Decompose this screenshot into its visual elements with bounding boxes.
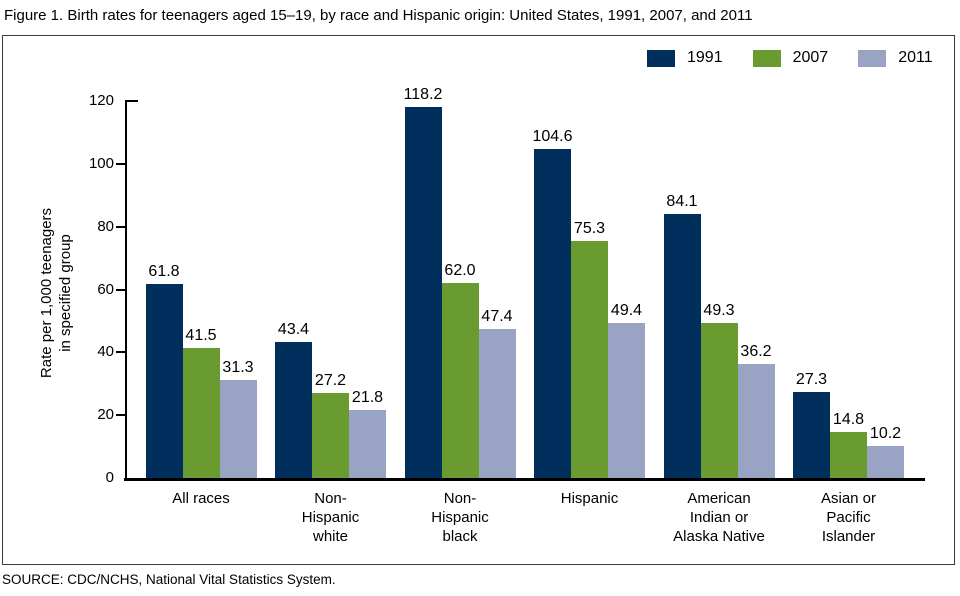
- bar-value-label: 49.4: [610, 301, 643, 319]
- category-label-line: Indian or: [689, 509, 749, 526]
- x-axis-line: [124, 478, 925, 481]
- plot-area: 0 20 40 60 80 100 120 61.8 41.5 31.3 All races 43.4…: [3, 36, 954, 564]
- y-tick-label-100: 100: [88, 154, 114, 172]
- category-label-2: Non- Hispanic white: [266, 489, 396, 546]
- legend-swatch-2011: [858, 50, 887, 67]
- y-tick-label-120: 120: [88, 92, 114, 109]
- bar-value-label: 49.3: [703, 302, 735, 320]
- bar-2011-non-hispanic-black: [478, 329, 516, 478]
- bar-2011-american-indian-or-alaska-native: [737, 364, 775, 478]
- bar-value-label: 10.2: [869, 424, 902, 442]
- y-tick-mark-20: [116, 414, 125, 417]
- category-label-line: Non-: [443, 490, 477, 507]
- legend-item-1991: 1991: [647, 49, 723, 67]
- category-label-4: Hispanic: [525, 489, 655, 508]
- legend-swatch-1991: [647, 50, 675, 67]
- y-axis-line: [125, 100, 127, 478]
- y-tick-label-60: 60: [97, 280, 114, 298]
- bar-value-label: 27.3: [795, 371, 828, 389]
- y-tick-label-0: 0: [105, 469, 114, 486]
- bar-value-label: 62.0: [444, 262, 476, 280]
- legend-label-2011: 2011: [898, 49, 933, 66]
- bar-2007-hispanic: [571, 241, 608, 478]
- bar-2011-asian-or-pacific-islander: [867, 445, 904, 478]
- y-tick-mark-60: [116, 288, 125, 291]
- y-tick-label-20: 20: [97, 406, 114, 424]
- y-tick-mark-100: [116, 162, 125, 165]
- category-label-line: black: [442, 528, 478, 545]
- bar-2007-american-indian-or-alaska-native: [700, 323, 738, 478]
- legend-swatch-2007: [752, 50, 781, 67]
- legend-label-2007: 2007: [792, 49, 829, 66]
- bar-value-label: 21.8: [351, 388, 384, 406]
- bar-1991-all-races: [145, 283, 183, 478]
- category-label-line: All races: [172, 490, 230, 507]
- bar-1991-non-hispanic-white: [275, 341, 312, 478]
- bar-value-label: 61.8: [148, 262, 180, 280]
- y-tick-mark-80: [116, 225, 125, 228]
- bar-value-label: 41.5: [185, 326, 217, 344]
- legend-label-1991: 1991: [687, 49, 723, 66]
- chart-frame: 1991 2007 2011 Rate per 1,000 teenagers in…: [2, 35, 955, 565]
- bar-value-label: 36.2: [740, 343, 772, 361]
- bar-value-label: 43.4: [277, 320, 310, 338]
- category-label-6: Asian or Pacific Islander: [784, 489, 914, 546]
- bar-value-label: 14.8: [832, 410, 865, 428]
- bar-2011-non-hispanic-white: [349, 409, 386, 478]
- category-label-line: Hispanic: [301, 509, 360, 526]
- legend-item-2007: 2007: [752, 49, 829, 67]
- bar-1991-hispanic: [534, 149, 571, 478]
- bar-1991-american-indian-or-alaska-native: [663, 213, 701, 478]
- bar-value-label: 118.2: [403, 85, 443, 103]
- bar-2007-asian-or-pacific-islander: [830, 431, 867, 478]
- bar-2007-all-races: [182, 347, 220, 478]
- bar-value-label: 47.4: [481, 308, 513, 326]
- category-label-5: American Indian or Alaska Native: [654, 489, 784, 546]
- y-tick-mark-40: [116, 351, 125, 354]
- bar-2007-non-hispanic-white: [312, 392, 349, 478]
- bar-value-label: 104.6: [532, 128, 573, 146]
- category-label-line: American: [687, 490, 751, 507]
- legend-item-2011: 2011: [858, 49, 933, 67]
- category-label-line: Hispanic: [431, 509, 489, 526]
- category-label-3: Non- Hispanic black: [395, 489, 525, 546]
- y-tick-mark-120: [125, 100, 138, 102]
- bar-value-label: 75.3: [573, 220, 606, 238]
- category-label-1: All races: [136, 489, 266, 508]
- bar-1991-non-hispanic-black: [404, 106, 442, 478]
- y-tick-label-80: 80: [97, 217, 114, 235]
- bar-2011-hispanic: [608, 322, 645, 478]
- bar-2007-non-hispanic-black: [441, 283, 479, 478]
- source-note: SOURCE: CDC/NCHS, National Vital Statist…: [2, 572, 336, 587]
- bar-1991-asian-or-pacific-islander: [793, 392, 830, 478]
- bar-value-label: 31.3: [222, 358, 254, 376]
- category-label-line: Pacific: [826, 509, 871, 526]
- category-label-line: Non-: [314, 490, 347, 507]
- bar-value-label: 84.1: [666, 192, 698, 210]
- y-tick-label-40: 40: [97, 343, 114, 361]
- category-label-line: Asian or: [820, 490, 877, 507]
- category-label-line: Alaska Native: [673, 528, 765, 545]
- bar-value-label: 27.2: [314, 371, 347, 389]
- figure-title: Figure 1. Birth rates for teenagers aged…: [4, 7, 753, 24]
- legend: 1991 2007 2011: [647, 49, 933, 67]
- bar-2011-all-races: [219, 379, 257, 478]
- category-label-line: white: [312, 528, 349, 545]
- category-label-line: Islander: [821, 528, 876, 545]
- category-label-line: Hispanic: [560, 490, 619, 507]
